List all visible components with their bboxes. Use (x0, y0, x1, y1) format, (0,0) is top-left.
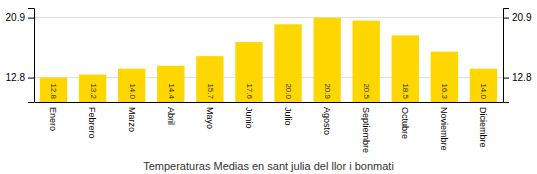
data-labels: 12.8 13.2 14.0 14.4 15.7 17.6 20.0 20.9 20.5 18.5… (49, 83, 488, 99)
y-axis: 12.8 20.9 (6, 9, 35, 103)
tick-label: Junio (244, 107, 254, 129)
title: Temperaturas Medias en sant julia del ll… (143, 160, 394, 172)
data-label: 14.4 (167, 83, 176, 99)
data-label: 20.5 (362, 83, 371, 99)
tick-mark (503, 78, 509, 79)
tick: Septiembre (361, 107, 371, 153)
tick-label: Marzo (127, 107, 137, 132)
tick-label: 12.8 (512, 72, 532, 83)
axis-line (28, 9, 35, 103)
tick: Febrero (87, 107, 97, 139)
tick-label: 20.9 (6, 12, 26, 23)
tick-label: Julio (283, 107, 293, 126)
chart: 12.8 20.9 12.8 20.9 Enero Febrero Marzo Abril Ma… (0, 0, 537, 174)
tick-label: Noviembre (439, 107, 449, 151)
x-axis: Enero Febrero Marzo Abril Mayo Junio Julio Agos… (35, 103, 504, 154)
tick-label: Abril (166, 107, 176, 125)
tick-label: Octubre (400, 107, 410, 139)
tick: Marzo (127, 107, 137, 132)
y-axis-right: 12.8 20.9 (503, 9, 532, 103)
data-label: 12.8 (49, 83, 58, 99)
bar (118, 69, 145, 102)
tick: Agosto (322, 107, 332, 135)
tick: Diciembre (478, 107, 488, 148)
tick: Junio (244, 107, 254, 129)
grid-line (34, 17, 503, 18)
data-label: 16.3 (440, 83, 449, 99)
data-label: 15.7 (206, 83, 215, 99)
tick: Enero (48, 107, 58, 131)
tick-label: 20.9 (512, 12, 532, 23)
bar (40, 78, 67, 102)
data-label: 20.9 (323, 83, 332, 99)
tick: 12.8 (6, 72, 34, 83)
data-label: 17.6 (245, 83, 254, 99)
bar (470, 69, 497, 102)
data-label: 20.0 (284, 83, 293, 99)
tick: Octubre (400, 107, 410, 139)
data-label: 14.0 (128, 83, 137, 99)
bar (235, 42, 262, 102)
bar (157, 66, 184, 102)
bar (392, 35, 419, 102)
tick: Mayo (205, 107, 215, 129)
bar (313, 18, 340, 102)
bar (431, 52, 458, 102)
tick: 20.9 (503, 12, 532, 23)
tick: 12.8 (503, 72, 532, 83)
tick: 20.9 (6, 12, 34, 23)
tick: Julio (283, 107, 293, 126)
tick-mark (28, 78, 34, 79)
tick-mark (503, 18, 509, 19)
axis-line (504, 9, 510, 103)
plot: 12.8 20.9 12.8 20.9 Enero Febrero Marzo Abril Ma… (6, 9, 532, 154)
tick-label: Agosto (322, 107, 332, 135)
tick: Noviembre (439, 107, 449, 151)
tick-label: Febrero (87, 107, 97, 139)
bars (40, 18, 497, 102)
bar (353, 21, 380, 102)
data-label: 14.0 (479, 83, 488, 99)
axis-line (35, 102, 504, 103)
bar (274, 24, 301, 102)
data-label: 18.5 (401, 83, 410, 99)
tick-mark (28, 18, 34, 19)
data-label: 13.2 (89, 83, 98, 99)
tick-label: Enero (48, 107, 58, 131)
bar (196, 56, 223, 102)
tick-label: Diciembre (478, 107, 488, 148)
tick-label: 12.8 (6, 72, 26, 83)
bar (79, 75, 106, 102)
tick-label: Septiembre (361, 107, 371, 153)
tick: Abril (166, 107, 176, 125)
tick-label: Mayo (205, 107, 215, 129)
